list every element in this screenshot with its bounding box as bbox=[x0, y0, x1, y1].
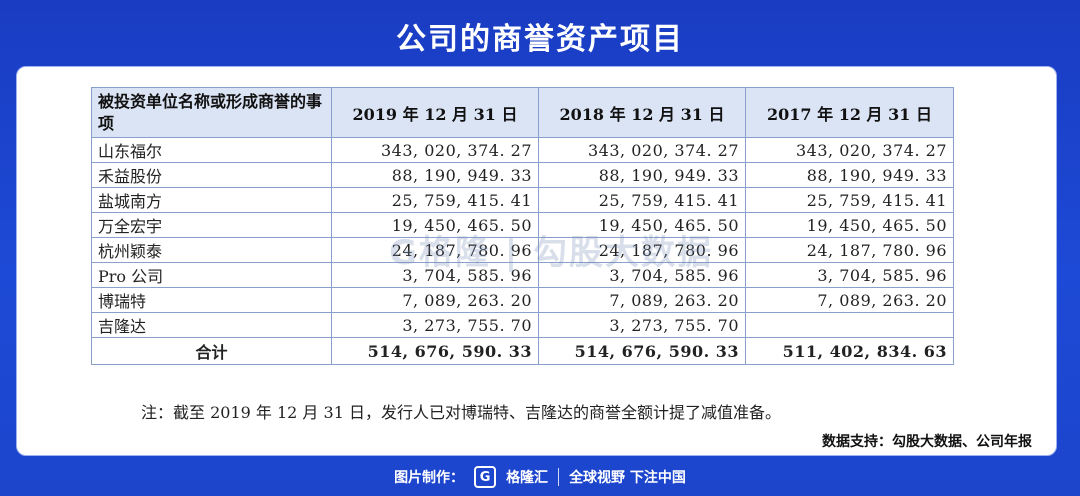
page-title: 公司的商誉资产项目 bbox=[396, 22, 684, 57]
row-name: 博瑞特 bbox=[91, 287, 332, 313]
cell-2019: 343, 020, 374. 27 bbox=[331, 137, 539, 163]
row-name: 山东福尔 bbox=[91, 137, 332, 163]
cell-2017: 7, 089, 263. 20 bbox=[745, 287, 954, 313]
footnote: 注：截至 2019 年 12 月 31 日，发行人已对博瑞特、吉隆达的商誉全额计… bbox=[141, 403, 781, 422]
cell-2019: 3, 273, 755. 70 bbox=[331, 312, 539, 338]
cell-2017: 19, 450, 465. 50 bbox=[745, 212, 954, 238]
cell-2018: 24, 187, 780. 96 bbox=[538, 237, 746, 263]
row-name: 吉隆达 bbox=[91, 312, 332, 338]
cell-2019: 88, 190, 949. 33 bbox=[331, 162, 539, 188]
table-row: 杭州颖泰 24, 187, 780. 96 24, 187, 780. 96 2… bbox=[91, 237, 954, 263]
row-name: Pro 公司 bbox=[91, 262, 332, 288]
cell-2018: 3, 704, 585. 96 bbox=[538, 262, 746, 288]
cell-2017 bbox=[745, 312, 954, 338]
table-row: 吉隆达 3, 273, 755. 70 3, 273, 755. 70 bbox=[91, 312, 954, 338]
footer-divider bbox=[558, 468, 560, 486]
column-header-2019: 2019 年 12 月 31 日 bbox=[331, 87, 539, 138]
cell-2019: 25, 759, 415. 41 bbox=[331, 187, 539, 213]
cell-2017: 3, 704, 585. 96 bbox=[745, 262, 954, 288]
cell-2017: 25, 759, 415. 41 bbox=[745, 187, 954, 213]
cell-2019: 24, 187, 780. 96 bbox=[331, 237, 539, 263]
cell-2018: 19, 450, 465. 50 bbox=[538, 212, 746, 238]
row-name: 万全宏宇 bbox=[91, 212, 332, 238]
table-row: 博瑞特 7, 089, 263. 20 7, 089, 263. 20 7, 0… bbox=[91, 287, 954, 313]
goodwill-table: 被投资单位名称或形成商誉的事项 2019 年 12 月 31 日 2018 年 … bbox=[91, 87, 954, 365]
table-row: 禾益股份 88, 190, 949. 33 88, 190, 949. 33 8… bbox=[91, 162, 954, 188]
content-panel: 被投资单位名称或形成商誉的事项 2019 年 12 月 31 日 2018 年 … bbox=[16, 66, 1057, 456]
slogan: 全球视野 下注中国 bbox=[569, 470, 686, 486]
cell-2017: 343, 020, 374. 27 bbox=[745, 137, 954, 163]
total-2017: 511, 402, 834. 63 bbox=[745, 337, 954, 365]
cell-2019: 7, 089, 263. 20 bbox=[331, 287, 539, 313]
cell-2018: 343, 020, 374. 27 bbox=[538, 137, 746, 163]
cell-2018: 7, 089, 263. 20 bbox=[538, 287, 746, 313]
table-total-row: 合计 514, 676, 590. 33 514, 676, 590. 33 5… bbox=[91, 337, 954, 365]
table-row: Pro 公司 3, 704, 585. 96 3, 704, 585. 96 3… bbox=[91, 262, 954, 288]
row-name: 杭州颖泰 bbox=[91, 237, 332, 263]
table-header-row: 被投资单位名称或形成商誉的事项 2019 年 12 月 31 日 2018 年 … bbox=[91, 87, 954, 138]
cell-2019: 3, 704, 585. 96 bbox=[331, 262, 539, 288]
cell-2018: 3, 273, 755. 70 bbox=[538, 312, 746, 338]
total-2019: 514, 676, 590. 33 bbox=[331, 337, 539, 365]
brand-logo-icon: G bbox=[474, 466, 497, 488]
column-header-2017: 2017 年 12 月 31 日 bbox=[745, 87, 954, 138]
total-label: 合计 bbox=[91, 337, 332, 365]
table-row: 盐城南方 25, 759, 415. 41 25, 759, 415. 41 2… bbox=[91, 187, 954, 213]
column-header-2018: 2018 年 12 月 31 日 bbox=[538, 87, 746, 138]
data-source: 数据支持：勾股大数据、公司年报 bbox=[822, 434, 1032, 450]
total-2018: 514, 676, 590. 33 bbox=[538, 337, 746, 365]
table-row: 山东福尔 343, 020, 374. 27 343, 020, 374. 27… bbox=[91, 137, 954, 163]
cell-2018: 88, 190, 949. 33 bbox=[538, 162, 746, 188]
cell-2018: 25, 759, 415. 41 bbox=[538, 187, 746, 213]
brand-name: 格隆汇 bbox=[506, 470, 549, 486]
footer: 图片制作： G 格隆汇 全球视野 下注中国 bbox=[0, 462, 1080, 492]
made-by-label: 图片制作： bbox=[394, 470, 465, 486]
cell-2017: 24, 187, 780. 96 bbox=[745, 237, 954, 263]
cell-2017: 88, 190, 949. 33 bbox=[745, 162, 954, 188]
row-name: 盐城南方 bbox=[91, 187, 332, 213]
cell-2019: 19, 450, 465. 50 bbox=[331, 212, 539, 238]
column-header-name: 被投资单位名称或形成商誉的事项 bbox=[91, 87, 332, 138]
table-row: 万全宏宇 19, 450, 465. 50 19, 450, 465. 50 1… bbox=[91, 212, 954, 238]
row-name: 禾益股份 bbox=[91, 162, 332, 188]
